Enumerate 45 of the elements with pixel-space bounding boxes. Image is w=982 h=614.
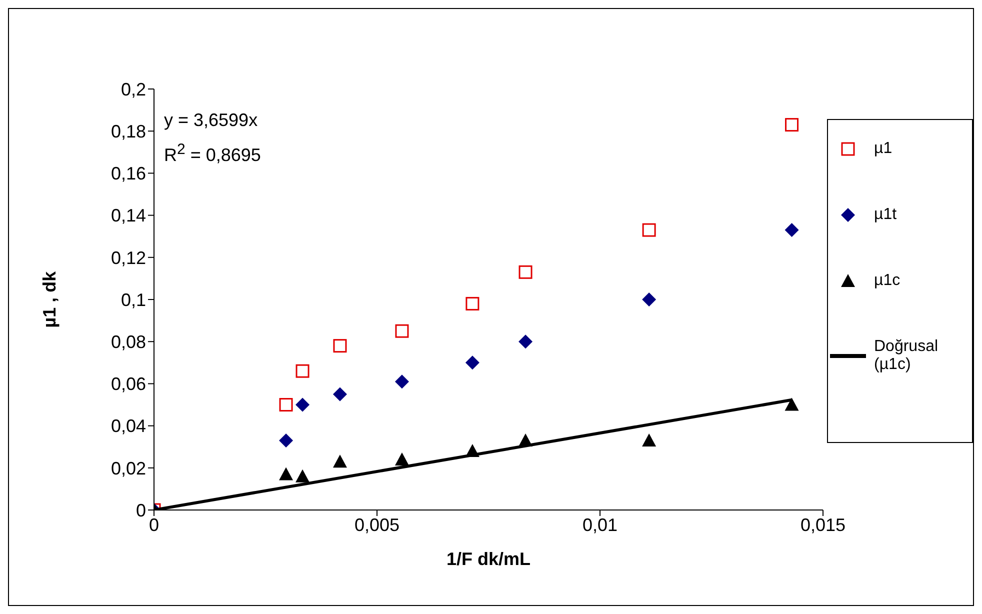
legend-label: µ1t <box>874 206 898 224</box>
y-tick-label: 0,18 <box>110 121 146 142</box>
x-tick-label: 0 <box>148 514 160 535</box>
y-tick-label: 0,16 <box>110 164 146 184</box>
y-tick-label: 0,12 <box>110 248 146 268</box>
x-tick-label: 0,015 <box>800 514 846 535</box>
point <box>642 292 656 306</box>
point <box>642 434 656 447</box>
point <box>784 223 799 238</box>
y-tick-label: 0,06 <box>110 374 146 394</box>
legend-label: Doğrusal (µ1c) <box>874 338 940 374</box>
point <box>332 454 347 468</box>
point <box>518 334 533 349</box>
point <box>296 398 310 412</box>
x-axis-title: 1/F dk/mL <box>446 549 531 569</box>
point <box>518 265 532 279</box>
y-axis-title: µ1 , dk <box>39 270 60 328</box>
point <box>394 452 409 466</box>
legend-label: µ1 <box>874 140 894 158</box>
y-tick-label: 0,14 <box>110 206 146 226</box>
y-tick-label: 0,2 <box>120 79 146 100</box>
point <box>642 223 656 237</box>
point <box>279 434 294 448</box>
point <box>333 339 347 353</box>
point <box>394 374 409 389</box>
x-tick-label: 0,01 <box>582 514 618 535</box>
point <box>466 296 480 310</box>
y-tick-label: 0,04 <box>110 416 146 436</box>
point <box>395 324 409 338</box>
point <box>465 356 480 370</box>
annotation: R$^{2}$ = 0,8695 <box>164 140 261 167</box>
x-tick-label: 0,005 <box>354 514 400 535</box>
point <box>279 398 293 412</box>
y-tick-label: 0,1 <box>120 290 146 310</box>
point <box>279 467 294 480</box>
point <box>332 387 347 402</box>
y-tick-label: 0,08 <box>110 332 146 352</box>
annotation: y = 3,6599x <box>164 109 259 132</box>
point <box>784 398 799 411</box>
y-tick-label: 0,02 <box>110 458 146 478</box>
legend-label: µ1c <box>874 272 902 290</box>
y-tick-label: 0 <box>136 500 146 520</box>
point <box>785 118 799 132</box>
point <box>296 469 310 482</box>
point <box>296 364 310 378</box>
